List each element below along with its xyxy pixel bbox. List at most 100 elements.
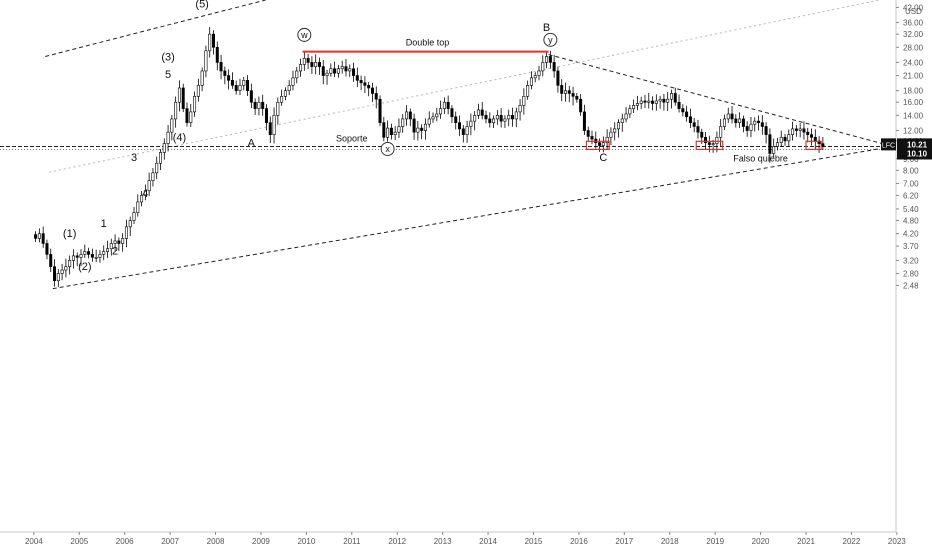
candle-body xyxy=(484,115,488,120)
candle-body xyxy=(711,143,715,145)
x-tick-label: 2004 xyxy=(25,537,43,546)
wave-label: 1 xyxy=(101,218,107,230)
x-tick-label: 2020 xyxy=(752,537,770,546)
candle-body xyxy=(408,111,412,120)
candle-body xyxy=(601,142,605,146)
y-tick-label: 28.00 xyxy=(903,43,924,52)
candle-body xyxy=(772,146,776,154)
candle-body xyxy=(208,33,212,52)
y-tick-label: 4.20 xyxy=(903,230,919,239)
x-tick-label: 2019 xyxy=(706,537,724,546)
candle-body xyxy=(249,90,253,103)
candle-body xyxy=(189,111,193,123)
x-tick-label: 2008 xyxy=(207,537,225,546)
candle-body xyxy=(458,122,462,130)
candle-body xyxy=(253,101,257,109)
candle-body xyxy=(688,116,692,123)
candle-body xyxy=(454,116,458,123)
support-price-tag-bg xyxy=(897,148,932,160)
candle-body xyxy=(598,142,602,146)
candle-body xyxy=(280,95,284,103)
candle-body xyxy=(529,77,533,86)
candle-body xyxy=(170,118,174,133)
candle-body xyxy=(382,122,386,138)
candle-body xyxy=(560,85,564,94)
candle-body xyxy=(155,162,159,174)
candle-body xyxy=(242,80,246,86)
candle-body xyxy=(321,66,325,76)
candle-body xyxy=(738,118,742,123)
annotation-label: Double top xyxy=(406,38,450,48)
wave-circle-y xyxy=(543,32,558,47)
candle-body xyxy=(783,136,787,142)
y-axis[interactable]: 42.00 36.00 32.00 28.00 24.00 21.00 18.00 16.00… xyxy=(895,0,924,532)
y-tick-label: 36.00 xyxy=(903,19,924,28)
candle-body xyxy=(616,122,620,130)
candle-body xyxy=(673,93,677,103)
candle-body xyxy=(128,220,132,228)
candle-body xyxy=(166,131,170,144)
candle-body xyxy=(359,80,363,84)
candle-body xyxy=(234,85,238,91)
x-tick-label: 2014 xyxy=(479,537,497,546)
candle-body xyxy=(140,195,144,203)
wave-label: B xyxy=(543,22,550,34)
candle-body xyxy=(223,70,227,76)
candle-body xyxy=(34,234,38,239)
candle-body xyxy=(541,62,545,72)
candle-body xyxy=(442,101,446,109)
candle-body xyxy=(806,131,810,135)
candle-body xyxy=(420,127,424,131)
candle-body xyxy=(613,128,617,133)
candle-body xyxy=(798,128,802,131)
wave-label: A xyxy=(248,137,256,149)
annotation-label: Falso quiebre xyxy=(733,154,788,164)
candle-body xyxy=(480,109,484,116)
candle-body xyxy=(639,100,643,104)
wave-label-w: w xyxy=(300,30,308,40)
candle-body xyxy=(416,127,420,133)
candle-body xyxy=(669,93,673,100)
support-price-value: 10.10 xyxy=(907,149,928,158)
y-tick-label: 5.40 xyxy=(903,205,919,214)
candle-body xyxy=(681,108,685,113)
candle-body xyxy=(344,66,348,72)
x-tick-label: 2009 xyxy=(252,537,270,546)
candle-body xyxy=(779,136,783,143)
candle-body xyxy=(586,130,590,137)
candle-body xyxy=(431,116,435,120)
candle-body xyxy=(132,212,136,221)
candle-body xyxy=(283,90,287,97)
candle-body xyxy=(333,68,337,74)
candle-body xyxy=(719,126,723,138)
candle-body xyxy=(98,254,102,258)
candle-body xyxy=(567,90,571,94)
x-tick-label: 2007 xyxy=(161,537,179,546)
y-tick-label: 14.00 xyxy=(903,111,924,120)
candle-body xyxy=(64,266,68,271)
candle-body xyxy=(238,85,242,91)
candle-body xyxy=(412,118,416,133)
x-tick-label: 2010 xyxy=(297,537,315,546)
y-tick-label: 6.20 xyxy=(903,191,919,200)
candle-body xyxy=(726,113,730,120)
candle-body xyxy=(651,100,655,104)
x-axis[interactable]: 2004 2005 2006 2007 2008 2009 2010 2011 2012 2013… xyxy=(0,531,906,546)
candle-body xyxy=(696,126,700,133)
candle-body xyxy=(620,118,624,123)
candle-body xyxy=(446,101,450,109)
candle-body xyxy=(68,260,72,267)
x-tick-label: 2022 xyxy=(843,537,861,546)
candle-body xyxy=(495,115,499,120)
candle-body xyxy=(548,56,552,63)
candle-body xyxy=(94,257,98,259)
candle-body xyxy=(174,101,178,120)
wave-label: (3) xyxy=(161,51,174,63)
candle-body xyxy=(401,118,405,127)
candle-body xyxy=(215,46,219,63)
candle-body xyxy=(787,134,791,142)
highlight-box xyxy=(805,140,822,151)
y-tick-label: 8.00 xyxy=(903,166,919,175)
candle-body xyxy=(552,62,556,72)
